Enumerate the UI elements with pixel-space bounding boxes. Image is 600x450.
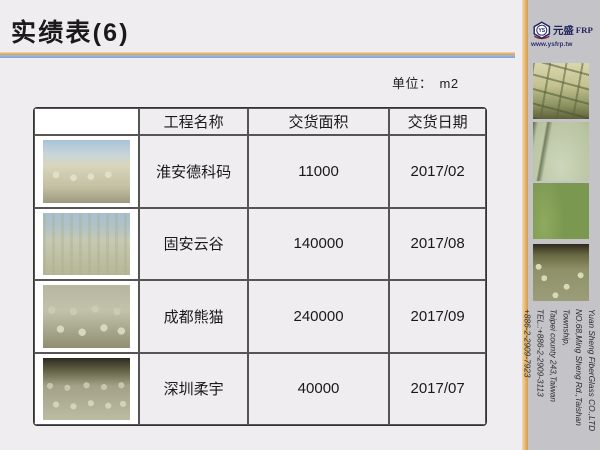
svg-text:YS: YS bbox=[538, 28, 545, 34]
svg-text:FRP: FRP bbox=[576, 25, 594, 35]
svg-text:元盛: 元盛 bbox=[553, 24, 574, 37]
